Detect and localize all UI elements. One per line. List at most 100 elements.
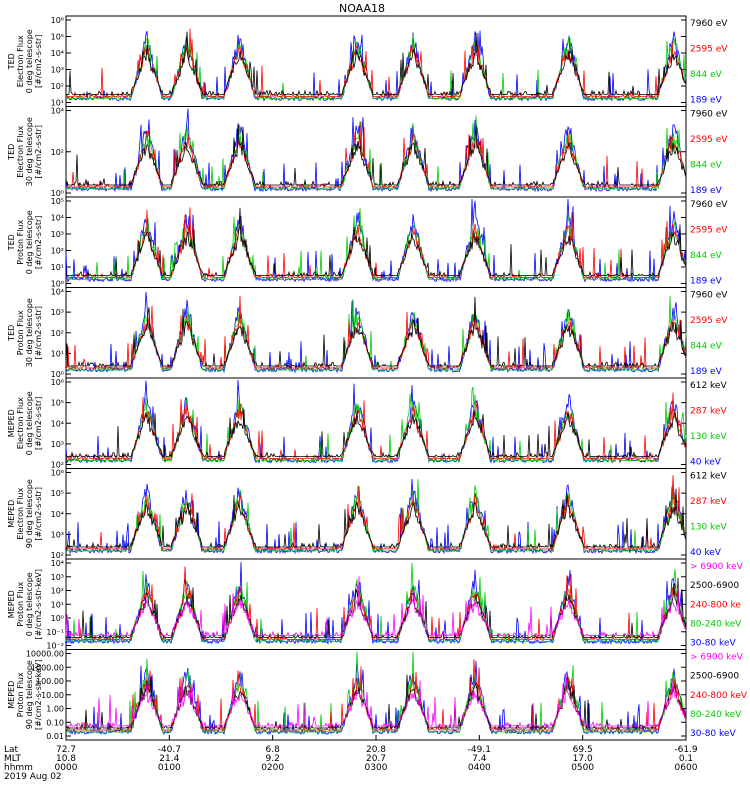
panel-frame bbox=[65, 468, 687, 560]
x-tick-label-mlt: 21.4 bbox=[159, 754, 179, 764]
y-tick-label: 10¹ bbox=[51, 99, 64, 108]
y-axis-label: Proton Flux bbox=[16, 310, 25, 355]
series-trace bbox=[66, 672, 687, 728]
y-axis-label: MEPED bbox=[7, 409, 16, 437]
legend-entry: 2500-6900 bbox=[690, 581, 739, 591]
panel-frame bbox=[65, 649, 687, 741]
panel-7: 10⁻² 10⁻¹ 10⁰ 10¹ 10² 10³ 10⁴ MEPED Proton Flux 0… bbox=[7, 558, 744, 651]
y-axis-label: [#/cm2-s-str] bbox=[34, 487, 43, 540]
y-axis-label: Electron Flux bbox=[16, 397, 25, 449]
y-tick-label: 10³ bbox=[51, 66, 64, 75]
y-tick-label: 10⁰ bbox=[51, 189, 64, 198]
x-tick-label-hhmm: 0100 bbox=[158, 763, 181, 773]
y-tick-label: 10⁴ bbox=[51, 559, 64, 568]
y-axis-label: 0 deg telescope bbox=[25, 210, 34, 274]
panel-3: 10⁰ 10¹ 10² 10³ 10⁴ 10⁵ TED Proton Flux 0 deg te… bbox=[7, 196, 728, 289]
legend-entry: 2595 eV bbox=[690, 226, 728, 236]
y-axis-label: [#/cm2-s-str] bbox=[34, 216, 43, 269]
series-trace bbox=[65, 475, 687, 551]
y-tick-label: 10² bbox=[51, 82, 64, 91]
chart-title: NOAA18 bbox=[339, 2, 385, 15]
x-tick-label-hhmm: 0000 bbox=[55, 763, 78, 773]
x-row-label: hhmm bbox=[4, 763, 33, 773]
legend-entry: 240-800 keV bbox=[690, 691, 748, 701]
y-axis-label: 0 deg telescope bbox=[25, 572, 34, 636]
series-trace bbox=[66, 31, 687, 96]
y-tick-label: 10⁴ bbox=[51, 288, 64, 297]
legend-entry: 612 keV bbox=[690, 472, 727, 482]
legend-entry: 612 keV bbox=[690, 381, 727, 391]
legend-entry: 7960 eV bbox=[690, 19, 728, 29]
y-axis-label: TED bbox=[7, 144, 16, 161]
y-axis-label: MEPED bbox=[7, 681, 16, 709]
y-tick-label: 10¹ bbox=[51, 263, 64, 272]
legend-entry: 2595 eV bbox=[690, 135, 728, 145]
y-axis-label: Electron Flux bbox=[16, 125, 25, 177]
y-axis-label: TED bbox=[7, 325, 16, 342]
y-tick-label: 10⁻¹ bbox=[46, 628, 64, 637]
legend-entry: 2595 eV bbox=[690, 45, 728, 55]
y-axis-label: [#/cm2-s-str] bbox=[34, 397, 43, 450]
y-tick-label: 10² bbox=[51, 148, 64, 157]
date-label: 2019 Aug 02 bbox=[4, 772, 62, 782]
y-axis-label: Electron Flux bbox=[16, 487, 25, 539]
series-trace bbox=[65, 115, 687, 191]
y-tick-label: 10⁴ bbox=[51, 510, 64, 519]
legend-entry: 844 eV bbox=[690, 342, 723, 352]
y-tick-label: 10³ bbox=[51, 530, 64, 539]
y-tick-label: 10⁶ bbox=[51, 378, 64, 387]
legend-entry: 40 keV bbox=[690, 548, 722, 558]
x-tick-label-hhmm: 0600 bbox=[675, 763, 698, 773]
legend-entry: 844 eV bbox=[690, 161, 723, 171]
y-axis-label: 30 deg telescope bbox=[25, 298, 34, 367]
y-axis-label: 30 deg telescope bbox=[25, 117, 34, 186]
y-axis-label: MEPED bbox=[7, 500, 16, 528]
y-axis-label: Proton Flux bbox=[16, 672, 25, 717]
series-trace bbox=[65, 291, 687, 374]
series-trace bbox=[65, 296, 687, 368]
series-trace bbox=[65, 30, 687, 103]
x-tick-label-lat: 6.8 bbox=[266, 745, 281, 755]
y-tick-label: 10³ bbox=[51, 308, 64, 317]
legend-entry: 287 keV bbox=[690, 497, 727, 507]
panel-8: 0.01 0.10 1.00 10.00 100.00 1000.00 10000.00 ME… bbox=[7, 649, 748, 741]
x-tick-label-mlt: 0.1 bbox=[679, 754, 693, 764]
legend-entry: 7960 eV bbox=[690, 200, 728, 210]
y-tick-label: 10⁵ bbox=[51, 489, 64, 498]
y-axis-label: 0 deg telescope bbox=[25, 391, 34, 455]
panel-2: 10⁰ 10² 10⁴ TED Electron Flux 30 deg telescop… bbox=[7, 106, 728, 198]
y-tick-label: 10⁴ bbox=[51, 419, 64, 428]
x-tick-label-hhmm: 0500 bbox=[571, 763, 594, 773]
series-trace bbox=[65, 123, 687, 187]
y-tick-label: 10⁶ bbox=[51, 469, 64, 478]
y-tick-label: 10⁴ bbox=[51, 49, 64, 58]
legend-entry: 40 keV bbox=[690, 458, 722, 468]
y-tick-label: 10⁰ bbox=[51, 370, 64, 379]
y-axis-label: 90 deg telescope bbox=[25, 660, 34, 729]
panel-6: 10² 10³ 10⁴ 10⁵ 10⁶ MEPED Electron Flux 90 deg … bbox=[7, 468, 727, 560]
x-tick-label-lat: -40.7 bbox=[158, 745, 181, 755]
y-tick-label: 1.00 bbox=[46, 705, 64, 714]
series-trace bbox=[66, 207, 687, 277]
y-axis-label: Proton Flux bbox=[16, 220, 25, 265]
y-tick-label: 0.01 bbox=[46, 732, 64, 741]
y-tick-label: 10⁰ bbox=[51, 280, 64, 289]
x-tick-label-mlt: 20.7 bbox=[366, 754, 386, 764]
legend-entry: 2500-6900 bbox=[690, 672, 739, 682]
x-tick-label-lat: -61.9 bbox=[674, 745, 698, 755]
legend-entry: 844 eV bbox=[690, 70, 723, 80]
y-axis-label: TED bbox=[7, 234, 16, 251]
panel-4: 10⁰ 10¹ 10² 10³ 10⁴ TED Proton Flux 30 deg tele… bbox=[7, 287, 728, 379]
x-tick-label-lat: 20.8 bbox=[366, 745, 386, 755]
series-trace bbox=[65, 561, 687, 645]
y-axis-label: Electron Flux bbox=[16, 35, 25, 87]
legend-entry: 7960 eV bbox=[690, 110, 728, 120]
legend-entry: 30-80 keV bbox=[690, 639, 736, 649]
legend-entry: 30-80 keV bbox=[690, 729, 736, 739]
y-tick-label: 10² bbox=[51, 587, 64, 596]
series-trace bbox=[65, 576, 687, 637]
x-row-label: MLT bbox=[4, 754, 22, 764]
legend-entry: 7960 eV bbox=[690, 291, 728, 301]
